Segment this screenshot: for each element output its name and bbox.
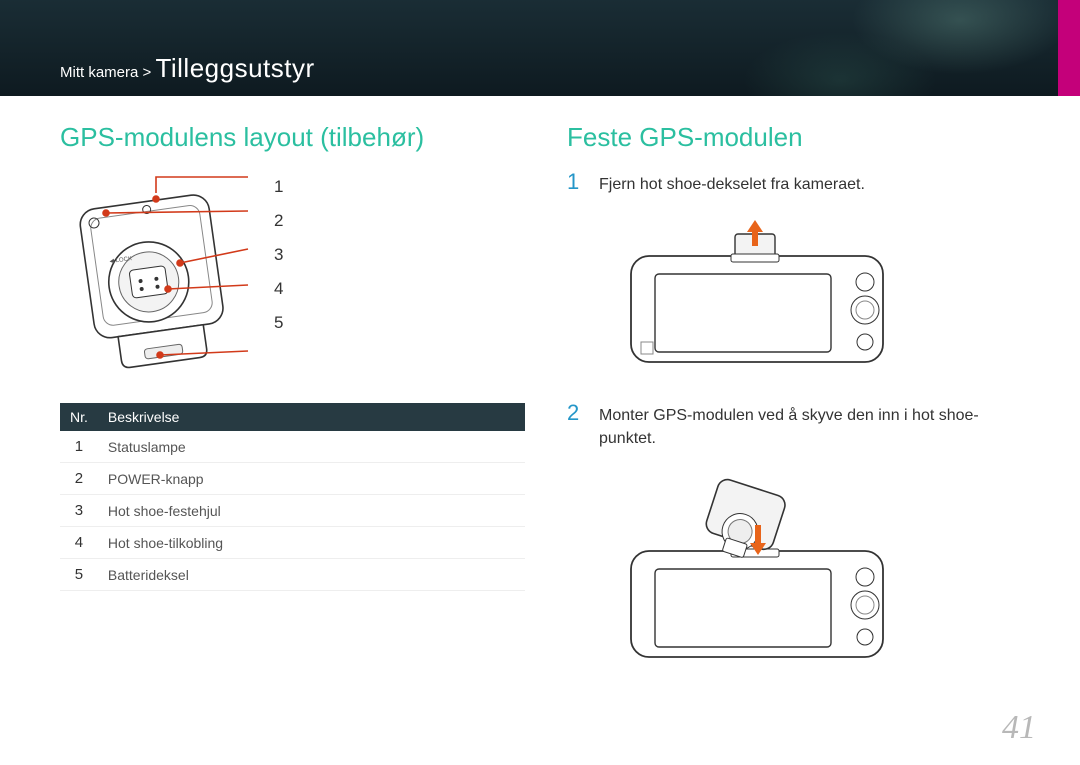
left-heading: GPS-modulens layout (tilbehør) <box>60 122 525 153</box>
callout-5: 5 <box>274 313 283 333</box>
callout-1: 1 <box>274 177 283 197</box>
accent-bar <box>1058 0 1080 96</box>
content-area: GPS-modulens layout (tilbehør) ◀ LOCK <box>0 96 1080 697</box>
callout-4: 4 <box>274 279 283 299</box>
camera-mount-gps-icon <box>611 469 911 669</box>
step-2: 2 Monter GPS-modulen ved å skyve den inn… <box>567 402 1032 450</box>
step-text: Monter GPS-modulen ved å skyve den inn i… <box>599 402 1032 450</box>
table-row: 5Batterideksel <box>60 559 525 591</box>
th-desc: Beskrivelse <box>98 403 525 431</box>
callout-2: 2 <box>274 211 283 231</box>
callout-3: 3 <box>274 245 283 265</box>
left-column: GPS-modulens layout (tilbehør) ◀ LOCK <box>60 122 525 697</box>
step-text: Fjern hot shoe-dekselet fra kameraet. <box>599 171 865 196</box>
breadcrumb-title: Tilleggsutstyr <box>155 53 314 83</box>
step-1-illustration <box>611 214 1032 374</box>
right-heading: Feste GPS-modulen <box>567 122 1032 153</box>
parts-table: Nr. Beskrivelse 1Statuslampe 2POWER-knap… <box>60 403 525 591</box>
step-2-illustration <box>611 469 1032 669</box>
table-row: 2POWER-knapp <box>60 463 525 495</box>
step-number: 2 <box>567 402 587 450</box>
page-header: Mitt kamera > Tilleggsutstyr <box>0 0 1080 96</box>
camera-remove-cover-icon <box>611 214 911 374</box>
th-nr: Nr. <box>60 403 98 431</box>
table-row: 4Hot shoe-tilkobling <box>60 527 525 559</box>
gps-module-diagram: ◀ LOCK <box>60 171 525 381</box>
breadcrumb: Mitt kamera > Tilleggsutstyr <box>60 53 315 84</box>
right-column: Feste GPS-modulen 1 Fjern hot shoe-dekse… <box>567 122 1032 697</box>
page-number: 41 <box>1002 709 1036 747</box>
step-number: 1 <box>567 171 587 196</box>
gps-module-illustration: ◀ LOCK <box>60 171 250 381</box>
step-1: 1 Fjern hot shoe-dekselet fra kameraet. <box>567 171 1032 196</box>
callout-numbers: 1 2 3 4 5 <box>274 171 283 333</box>
table-row: 1Statuslampe <box>60 431 525 463</box>
table-row: 3Hot shoe-festehjul <box>60 495 525 527</box>
breadcrumb-prefix: Mitt kamera > <box>60 64 151 81</box>
